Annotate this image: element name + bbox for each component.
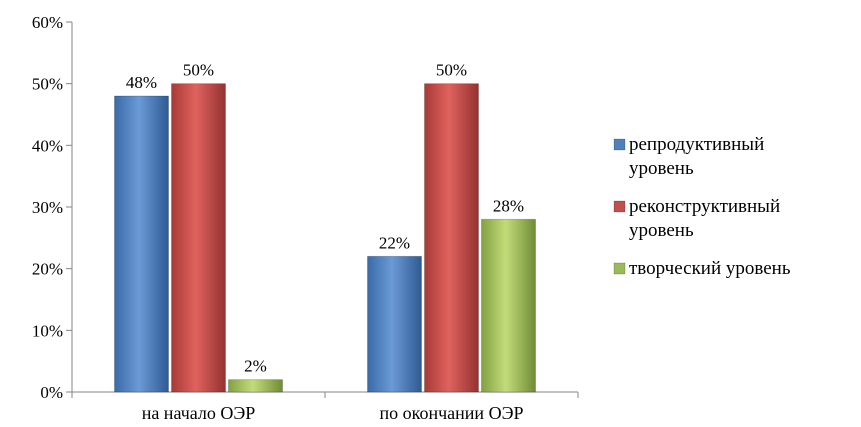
data-label: 2% — [244, 357, 267, 376]
category-label: на начало ОЭР — [142, 403, 256, 423]
category-labels: на начало ОЭР по окончании ОЭР — [142, 403, 524, 423]
data-label: 48% — [126, 73, 157, 92]
data-labels: 48% 50% 2% 22% 50% 28% — [126, 61, 524, 376]
y-ticks: 0% 10% 20% 30% 40% 50% 60% — [32, 13, 579, 402]
bar-3-2 — [481, 218, 536, 393]
y-tick-label: 40% — [32, 136, 63, 155]
y-tick-label: 60% — [32, 13, 63, 32]
y-tick-label: 30% — [32, 198, 63, 217]
y-tick-label: 50% — [32, 75, 63, 94]
legend-swatch-3 — [613, 262, 626, 275]
bar-1-2 — [367, 255, 422, 393]
data-label: 50% — [183, 61, 214, 80]
y-tick-label: 0% — [40, 383, 63, 402]
bar-1-1 — [114, 95, 169, 393]
legend-swatch-1 — [613, 138, 626, 151]
bars — [114, 83, 536, 393]
data-label: 22% — [379, 233, 410, 252]
bar-2-2 — [424, 83, 479, 393]
data-label: 50% — [436, 61, 467, 80]
bar-3-1 — [228, 379, 283, 393]
legend: репродуктивный уровень реконструктивный уро… — [613, 134, 791, 279]
bar-2-1 — [171, 83, 226, 393]
category-label: по окончании ОЭР — [380, 403, 524, 423]
y-tick-label: 20% — [32, 260, 63, 279]
legend-label-3: творческий уровень — [629, 258, 791, 279]
legend-label-1: репродуктивный уровень — [629, 134, 764, 179]
data-label: 28% — [493, 196, 524, 215]
legend-label-2: реконструктивный уровень — [629, 196, 780, 241]
legend-swatch-2 — [613, 200, 626, 213]
y-tick-label: 10% — [32, 321, 63, 340]
